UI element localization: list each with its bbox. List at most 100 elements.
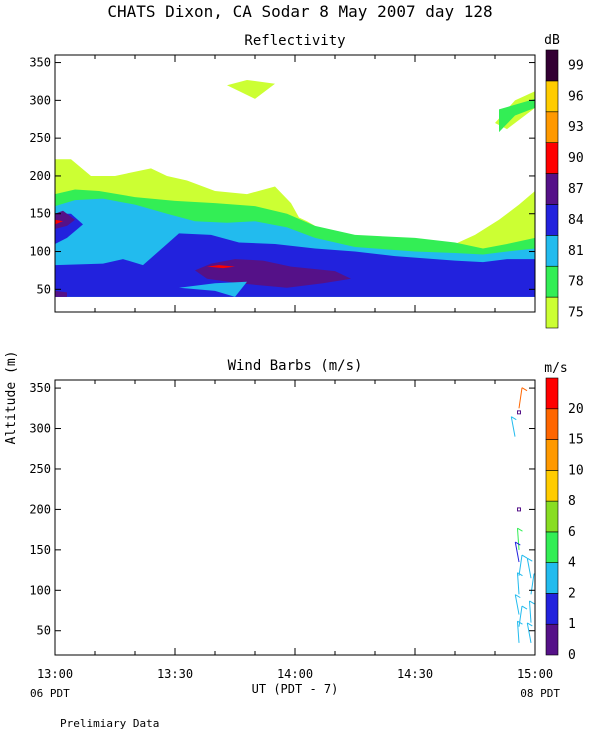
colorbar-segment: [545, 296, 559, 329]
colorbar-label: 99: [568, 58, 584, 73]
y-tick-label: 250: [29, 131, 51, 145]
colorbar-label: 1: [568, 617, 576, 632]
y-tick-label: 350: [29, 381, 51, 395]
wind-barb-calm: [517, 410, 521, 415]
colorbar-label: 15: [568, 433, 584, 448]
colorbar-unit: m/s: [544, 361, 567, 376]
x-tick-label: 13:00: [37, 667, 73, 681]
colorbar-label: 93: [568, 120, 584, 135]
wind-barbs-panel: Wind Barbs (m/s)5010015020025030035013:0…: [4, 351, 584, 700]
wind-title: Wind Barbs (m/s): [228, 358, 363, 374]
wind-plot-area: [510, 387, 535, 643]
wind-barb: [528, 600, 532, 623]
colorbar-segment: [545, 470, 559, 502]
y-tick-label: 200: [29, 502, 51, 516]
wind-barb-flag: [529, 600, 535, 605]
colorbar-segment: [545, 49, 559, 82]
wind-barb: [518, 605, 523, 627]
contour-region-90: [55, 219, 63, 225]
y-tick-label: 50: [37, 624, 51, 638]
x-tick-label: 15:00: [517, 667, 553, 681]
wind-barb-flag: [515, 541, 521, 546]
wind-barb: [514, 541, 520, 563]
colorbar-label: 75: [568, 306, 584, 321]
colorbar-segment: [545, 593, 559, 625]
colorbar-label: 87: [568, 182, 584, 197]
colorbar-segment: [545, 235, 559, 267]
colorbar-segment: [545, 173, 559, 205]
wind-barb-flag: [517, 527, 523, 532]
colorbar-label: 4: [568, 556, 576, 571]
colorbar-label: 2: [568, 586, 576, 601]
figure-title: CHATS Dixon, CA Sodar 8 May 2007 day 128: [107, 2, 492, 21]
wind-barb: [530, 573, 535, 595]
contour-region-87: [55, 290, 67, 297]
colorbar-segment: [545, 265, 559, 298]
wind-barb-flag: [517, 572, 523, 577]
contour-region-90: [207, 265, 235, 269]
wind-barb: [518, 554, 523, 576]
colorbar-segment: [545, 562, 559, 594]
wind-barb-flag: [527, 557, 533, 562]
wind-barb-flag: [521, 605, 528, 610]
colorbar-segment: [545, 500, 559, 533]
y-tick-label: 100: [29, 245, 51, 259]
wind-barb: [514, 594, 520, 615]
colorbar-label: 81: [568, 244, 584, 259]
wind-barb: [526, 622, 532, 643]
y-tick-label: 200: [29, 169, 51, 183]
wind-barb: [516, 621, 520, 643]
colorbar-segment: [545, 439, 559, 471]
colorbar-segment: [545, 111, 559, 143]
wind-barb: [518, 387, 523, 409]
contour-region-87: [55, 210, 75, 229]
wind-barb-flag: [515, 594, 521, 599]
y-tick-label: 350: [29, 56, 51, 70]
x-tick-label: 13:30: [157, 667, 193, 681]
wind-barb-calm: [517, 507, 521, 512]
wind-axes-frame: [54, 379, 536, 656]
wind-barb-flag: [521, 387, 528, 392]
colorbar-label: 8: [568, 494, 576, 509]
colorbar-label: 78: [568, 275, 584, 290]
wind-barb: [510, 416, 516, 437]
contour-region-87: [195, 259, 351, 288]
y-tick-label: 150: [29, 543, 51, 557]
y-tick-label: 100: [29, 583, 51, 597]
wind-barb: [516, 572, 520, 595]
colorbar-segment: [545, 623, 559, 656]
y-tick-label: 300: [29, 93, 51, 107]
preliminary-data-note: Prelimiary Data: [60, 717, 159, 730]
reflectivity-title: Reflectivity: [244, 33, 345, 49]
wind-barb-flag: [521, 554, 528, 559]
wind-barb-flag: [517, 620, 523, 625]
contour-region-78: [499, 98, 535, 133]
colorbar-label: 96: [568, 89, 584, 104]
wind-barb-flag: [511, 416, 517, 421]
colorbar-segment: [545, 204, 559, 236]
contour-region-84: [55, 233, 535, 297]
colorbar-label: 6: [568, 525, 576, 540]
colorbar-label: 10: [568, 463, 584, 478]
reflectivity-panel: Reflectivity 50 100 150 200 250 300 350 75 78 81 84…: [29, 33, 584, 329]
colorbar-unit: dB: [544, 33, 560, 48]
reflectivity-plot-area: [55, 79, 535, 297]
wind-barb: [526, 558, 532, 579]
colorbar-segment: [545, 142, 559, 174]
colorbar-label: 0: [568, 648, 576, 663]
y-tick-label: 150: [29, 207, 51, 221]
contour-region-81: [179, 281, 247, 297]
y-tick-label: 250: [29, 462, 51, 476]
x-tick-label: 14:30: [397, 667, 433, 681]
x-end-label: 08 PDT: [520, 687, 560, 700]
colorbar-label: 90: [568, 151, 584, 166]
x-tick-label: 14:00: [277, 667, 313, 681]
colorbar-segment: [545, 531, 559, 563]
y-tick-label: 300: [29, 422, 51, 436]
x-axis-label: UT (PDT - 7): [252, 682, 339, 696]
colorbar-segment: [545, 80, 559, 113]
colorbar-segment: [545, 408, 559, 440]
y-tick-label: 50: [37, 282, 51, 296]
wind-barb: [516, 528, 520, 550]
